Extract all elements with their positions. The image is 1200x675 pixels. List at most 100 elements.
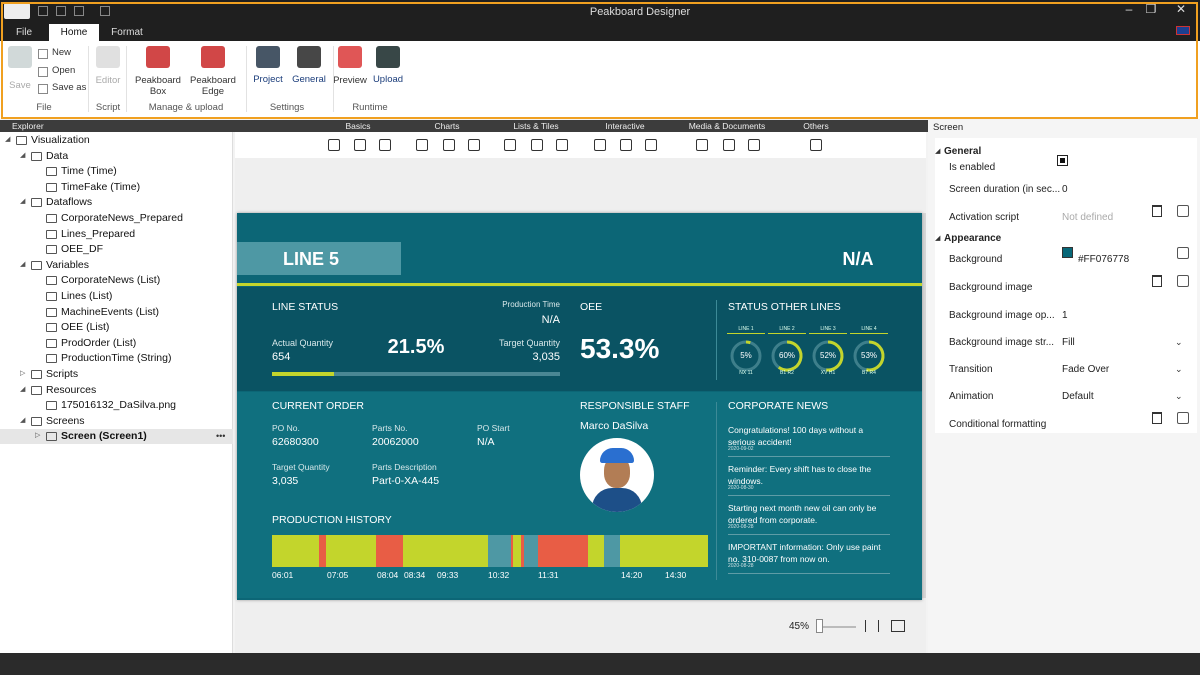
section-toggle[interactable]: ◢ <box>935 148 941 155</box>
ribbon-button[interactable]: General <box>292 74 326 85</box>
ribbon-button[interactable]: Project <box>253 74 283 85</box>
gauge-header-line <box>768 333 806 334</box>
delete-button[interactable] <box>1152 275 1162 287</box>
property-value[interactable]: #FF076778 <box>1078 254 1130 265</box>
tree-item[interactable]: TimeFake (Time) <box>61 180 141 193</box>
action-button[interactable] <box>1177 205 1189 217</box>
window-button[interactable]: ✕ <box>1175 2 1187 16</box>
tree-item[interactable]: 175016132_DaSilva.png <box>61 399 177 412</box>
section-toggle[interactable]: ◢ <box>935 235 941 242</box>
tree-expander[interactable]: ◢ <box>20 198 26 206</box>
dropdown-arrow[interactable]: ⌄ <box>1175 391 1183 401</box>
tool-icon[interactable] <box>468 139 480 151</box>
quick-access-icon[interactable] <box>74 6 84 16</box>
toolbox-category[interactable]: Interactive <box>605 121 645 131</box>
tree-item[interactable]: OEE_DF <box>61 243 104 256</box>
property-label: Background image op... <box>949 310 1055 321</box>
toolbox-category[interactable]: Charts <box>434 121 460 131</box>
tree-expander[interactable]: ◢ <box>20 385 26 393</box>
tree-item[interactable]: ProdOrder (List) <box>61 336 137 349</box>
tree-item[interactable]: Dataflows <box>46 196 93 209</box>
action-button[interactable] <box>1177 275 1189 287</box>
tool-icon[interactable] <box>416 139 428 151</box>
tree-item[interactable]: CorporateNews_Prepared <box>61 212 183 224</box>
tree-expander[interactable]: ◢ <box>5 136 11 143</box>
ribbon-button[interactable]: Upload <box>372 74 404 85</box>
tree-expander[interactable]: ▷ <box>35 432 41 440</box>
zoom-thumb[interactable] <box>816 619 823 633</box>
property-value[interactable]: 0 <box>1062 184 1068 195</box>
ribbon-button[interactable]: Preview <box>333 75 367 86</box>
ribbon-button[interactable]: Editor <box>95 75 121 86</box>
tree-item[interactable]: Time (Time) <box>61 165 117 178</box>
window-button[interactable]: – <box>1125 2 1133 16</box>
property-value[interactable]: Fade Over <box>1062 364 1110 375</box>
quick-access-icon[interactable] <box>56 6 66 16</box>
ribbon-button[interactable]: Open <box>52 65 76 76</box>
tree-item[interactable]: Data <box>46 149 69 162</box>
tree-item[interactable]: Resources <box>46 383 97 396</box>
tool-icon[interactable] <box>620 139 632 151</box>
tool-icon[interactable] <box>723 139 735 151</box>
property-value[interactable]: Fill <box>1062 337 1075 348</box>
dropdown-arrow[interactable]: ⌄ <box>1175 364 1183 374</box>
fit-width-button[interactable] <box>865 620 879 632</box>
tree-expander[interactable]: ▷ <box>20 370 26 377</box>
tool-icon[interactable] <box>645 139 657 151</box>
tool-icon[interactable] <box>443 139 455 151</box>
tree-item[interactable]: CorporateNews (List) <box>61 274 161 287</box>
tree-item[interactable]: Variables <box>46 258 89 271</box>
tree-expander[interactable]: ◢ <box>20 260 26 268</box>
tool-icon[interactable] <box>810 139 822 151</box>
action-button[interactable] <box>1177 247 1189 259</box>
checkbox[interactable] <box>1057 155 1068 166</box>
gauge-header-line <box>727 333 765 334</box>
ribbon-button[interactable]: Peakboard Edge <box>190 75 236 97</box>
tool-icon[interactable] <box>504 139 516 151</box>
color-swatch[interactable] <box>1062 247 1073 258</box>
tree-expander[interactable]: ◢ <box>20 151 26 159</box>
tree-expander[interactable]: ◢ <box>20 416 26 424</box>
quick-access-icon[interactable] <box>38 6 48 16</box>
tool-icon[interactable] <box>531 139 543 151</box>
ribbon-button[interactable]: Peakboard Box <box>135 75 181 97</box>
ribbon-tab[interactable]: Home <box>60 27 88 38</box>
action-button[interactable] <box>1177 412 1189 424</box>
toolbox-category[interactable]: Basics <box>345 121 371 131</box>
property-value[interactable]: 1 <box>1062 310 1068 321</box>
ribbon-button[interactable]: Save <box>9 80 31 91</box>
ribbon-button[interactable]: Save as <box>52 82 87 93</box>
tool-icon[interactable] <box>748 139 760 151</box>
fit-screen-button[interactable] <box>891 620 905 632</box>
tree-item[interactable]: ProductionTime (String) <box>61 352 172 365</box>
property-value[interactable]: Default <box>1062 391 1094 402</box>
dropdown-arrow[interactable]: ⌄ <box>1175 337 1183 347</box>
ribbon-tab[interactable]: Format <box>111 27 143 38</box>
tree-item[interactable]: Screens <box>46 414 85 427</box>
tree-item[interactable]: Lines_Prepared <box>61 227 136 240</box>
tool-icon[interactable] <box>379 139 391 151</box>
tree-item[interactable]: Visualization <box>31 134 90 146</box>
ribbon-button[interactable]: New <box>52 47 72 58</box>
ribbon-tab[interactable]: File <box>15 27 33 38</box>
toolbox-category[interactable]: Others <box>803 121 829 131</box>
window-button[interactable]: ❐ <box>1145 2 1157 16</box>
delete-button[interactable] <box>1152 205 1162 217</box>
tree-item[interactable]: Scripts <box>46 368 79 380</box>
tool-icon[interactable] <box>696 139 708 151</box>
tool-icon[interactable] <box>328 139 340 151</box>
tree-item[interactable]: OEE (List) <box>61 321 110 334</box>
tree-item[interactable]: MachineEvents (List) <box>61 305 160 318</box>
more-button[interactable]: ••• <box>216 431 226 441</box>
toolbox-category[interactable]: Lists & Tiles <box>513 121 559 131</box>
tool-icon[interactable] <box>556 139 568 151</box>
toolbox-category[interactable]: Media & Documents <box>688 121 766 131</box>
tool-icon[interactable] <box>594 139 606 151</box>
tool-icon[interactable] <box>354 139 366 151</box>
delete-button[interactable] <box>1152 412 1162 424</box>
zoom-level[interactable]: 45% <box>789 621 810 632</box>
tree-item[interactable]: Screen (Screen1) <box>61 430 147 443</box>
property-value[interactable]: Not defined <box>1062 212 1114 223</box>
quick-access-icon[interactable] <box>100 6 110 16</box>
tree-item[interactable]: Lines (List) <box>61 290 113 302</box>
